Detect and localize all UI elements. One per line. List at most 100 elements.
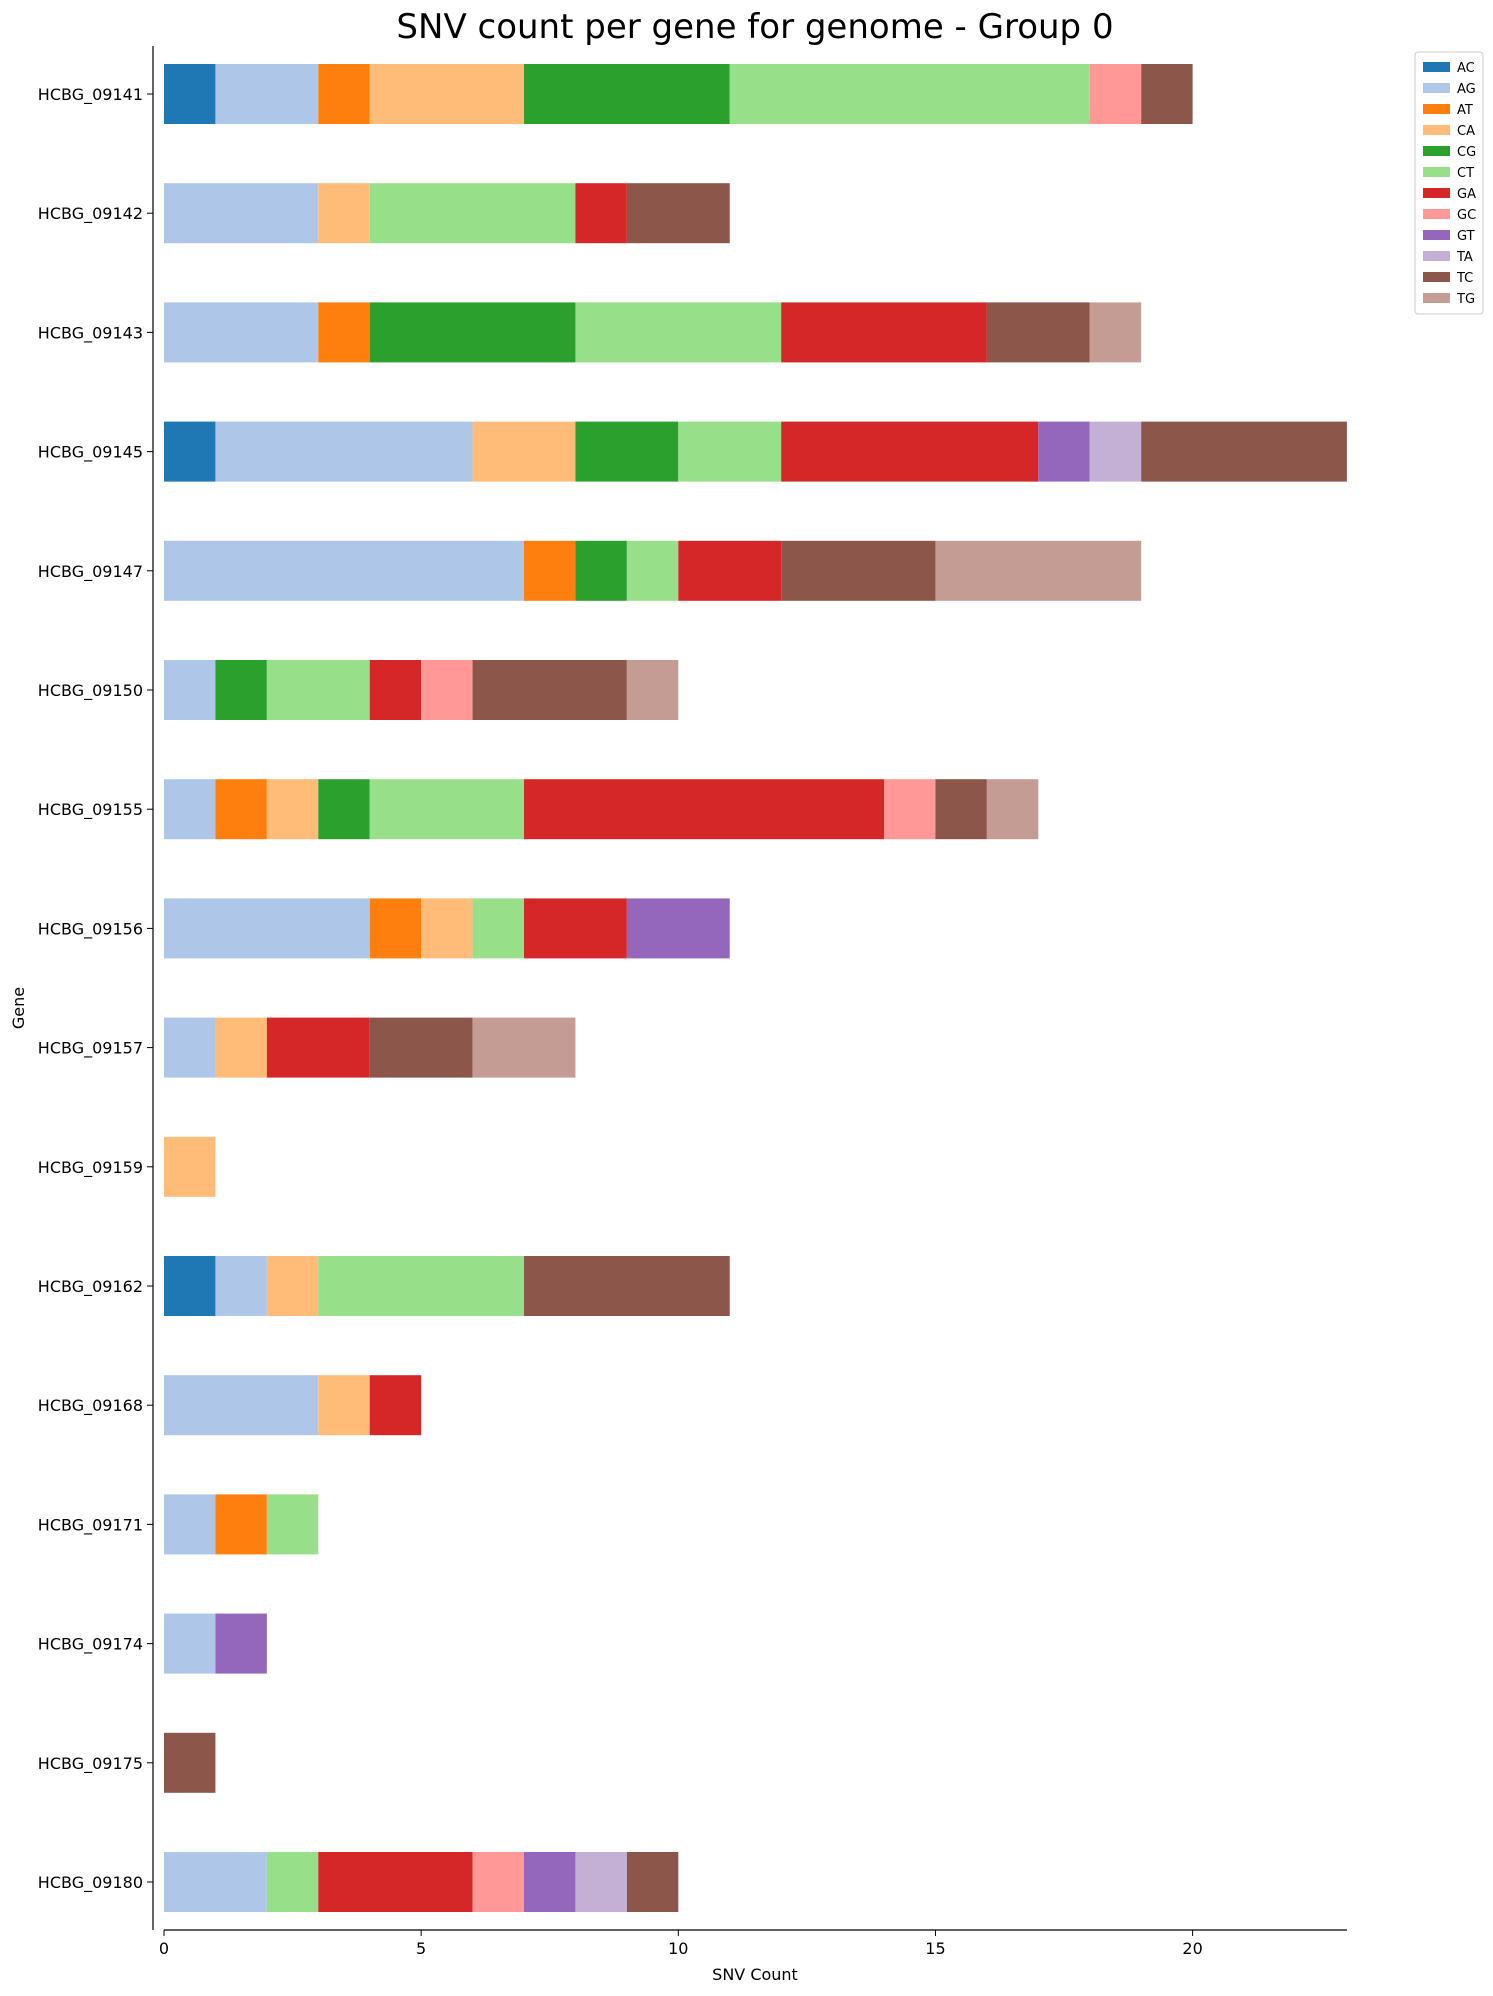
legend-swatch-TG <box>1423 293 1450 303</box>
legend-label-CA: CA <box>1457 124 1475 139</box>
bar-HCBG_09155-CA <box>266 779 319 840</box>
bar-HCBG_09180-CT <box>266 1852 319 1912</box>
y-tick-label-HCBG_09168: HCBG_09168 <box>38 1396 143 1416</box>
bar-HCBG_09147-CT <box>626 540 679 601</box>
axes-layer: HCBG_09141 HCBG_09142 HCBG_09143 HCBG_09145… <box>38 46 1347 1958</box>
bar-HCBG_09157-TG <box>472 1017 576 1078</box>
bar-HCBG_09150-AG <box>164 660 216 720</box>
legend: AC AG AT CA CG CT GA GC GT TA TC TG <box>1414 51 1484 315</box>
x-tick-label-5: 5 <box>416 1939 426 1958</box>
bar-HCBG_09157-GA <box>266 1017 370 1078</box>
bar-HCBG_09162-CT <box>318 1256 525 1316</box>
legend-label-GC: GC <box>1457 208 1476 223</box>
legend-swatch-TA <box>1423 251 1450 261</box>
bar-HCBG_09141-AC <box>164 64 216 124</box>
y-tick-label-HCBG_09147: HCBG_09147 <box>38 562 143 582</box>
bar-HCBG_09156-GA <box>524 898 627 959</box>
y-tick-label-HCBG_09175: HCBG_09175 <box>38 1754 143 1774</box>
legend-swatch-CG <box>1423 146 1450 156</box>
bar-HCBG_09141-CT <box>729 64 1090 124</box>
y-tick-label-HCBG_09174: HCBG_09174 <box>38 1635 143 1655</box>
bar-HCBG_09145-TA <box>1089 421 1142 482</box>
x-axis-label: SNV Count <box>712 1965 798 1984</box>
legend-swatch-CA <box>1423 125 1450 135</box>
x-tick-label-0: 0 <box>159 1939 169 1958</box>
legend-swatch-AG <box>1423 83 1450 93</box>
bar-HCBG_09142-GA <box>575 183 627 244</box>
bar-HCBG_09145-CG <box>575 421 679 482</box>
bar-HCBG_09142-CT <box>369 183 576 244</box>
legend-label-AC: AC <box>1457 61 1475 76</box>
bar-HCBG_09155-CT <box>369 779 525 840</box>
bar-HCBG_09157-AG <box>164 1017 216 1078</box>
legend-box <box>1414 51 1484 315</box>
bar-HCBG_09147-TG <box>935 540 1142 601</box>
y-tick-label-HCBG_09155: HCBG_09155 <box>38 800 143 820</box>
bar-HCBG_09175-TC <box>164 1732 216 1793</box>
bar-HCBG_09150-TC <box>472 660 627 720</box>
bar-HCBG_09145-AG <box>215 421 473 482</box>
legend-label-AT: AT <box>1457 103 1473 118</box>
legend-swatch-GC <box>1423 209 1450 219</box>
y-tick-label-HCBG_09159: HCBG_09159 <box>38 1158 143 1178</box>
bar-HCBG_09143-GA <box>781 302 987 363</box>
bar-HCBG_09155-TC <box>935 779 987 840</box>
bar-HCBG_09157-CA <box>215 1017 267 1078</box>
bar-HCBG_09159-CA <box>164 1136 216 1197</box>
legend-swatch-AT <box>1423 104 1450 114</box>
bar-HCBG_09147-GA <box>678 540 782 601</box>
bar-HCBG_09162-AC <box>164 1256 216 1316</box>
bar-HCBG_09141-AT <box>318 64 370 124</box>
bar-HCBG_09180-TA <box>575 1852 627 1912</box>
bar-HCBG_09162-TC <box>524 1256 730 1316</box>
bar-HCBG_09150-CG <box>215 660 267 720</box>
bar-HCBG_09174-GT <box>215 1613 267 1674</box>
y-tick-label-HCBG_09143: HCBG_09143 <box>38 323 143 343</box>
bar-HCBG_09156-AG <box>164 898 370 959</box>
bar-HCBG_09155-TG <box>986 779 1039 840</box>
bar-HCBG_09174-AG <box>164 1613 216 1674</box>
bar-HCBG_09145-GA <box>781 421 1039 482</box>
bar-HCBG_09155-AG <box>164 779 216 840</box>
y-tick-label-HCBG_09145: HCBG_09145 <box>38 443 143 463</box>
y-tick-label-HCBG_09162: HCBG_09162 <box>38 1277 143 1297</box>
bar-HCBG_09150-CT <box>266 660 370 720</box>
bar-HCBG_09143-TG <box>1089 302 1142 363</box>
bar-HCBG_09141-AG <box>215 64 319 124</box>
bar-HCBG_09143-AT <box>318 302 370 363</box>
x-tick-label-15: 15 <box>925 1939 945 1958</box>
bar-HCBG_09142-AG <box>164 183 319 244</box>
bar-HCBG_09141-CG <box>524 64 730 124</box>
bar-HCBG_09147-CG <box>575 540 627 601</box>
y-tick-label-HCBG_09142: HCBG_09142 <box>38 204 143 224</box>
bar-HCBG_09145-TC <box>1141 421 1347 482</box>
y-tick-label-HCBG_09171: HCBG_09171 <box>38 1515 143 1535</box>
bar-HCBG_09142-TC <box>626 183 730 244</box>
y-tick-label-HCBG_09180: HCBG_09180 <box>38 1873 143 1893</box>
bar-HCBG_09168-AG <box>164 1375 319 1436</box>
bar-HCBG_09147-AT <box>524 540 576 601</box>
legend-swatch-GA <box>1423 188 1450 198</box>
bar-HCBG_09141-TC <box>1141 64 1193 124</box>
y-tick-label-HCBG_09150: HCBG_09150 <box>38 681 143 701</box>
bar-HCBG_09157-TC <box>369 1017 473 1078</box>
bar-HCBG_09150-TG <box>626 660 679 720</box>
y-tick-label-HCBG_09156: HCBG_09156 <box>38 919 143 939</box>
bar-HCBG_09150-GC <box>421 660 473 720</box>
bar-HCBG_09143-CG <box>369 302 576 363</box>
bar-HCBG_09162-AG <box>215 1256 267 1316</box>
legend-swatch-AC <box>1423 62 1450 72</box>
legend-label-GT: GT <box>1457 229 1475 244</box>
legend-label-GA: GA <box>1457 187 1476 202</box>
bar-HCBG_09145-CA <box>472 421 576 482</box>
x-tick-label-20: 20 <box>1182 1939 1202 1958</box>
legend-label-AG: AG <box>1457 82 1476 97</box>
bar-HCBG_09180-GT <box>524 1852 576 1912</box>
y-tick-label-HCBG_09157: HCBG_09157 <box>38 1039 143 1059</box>
legend-label-CT: CT <box>1457 166 1474 181</box>
bar-HCBG_09145-GT <box>1038 421 1090 482</box>
bar-HCBG_09143-CT <box>575 302 782 363</box>
bar-HCBG_09156-GT <box>626 898 730 959</box>
